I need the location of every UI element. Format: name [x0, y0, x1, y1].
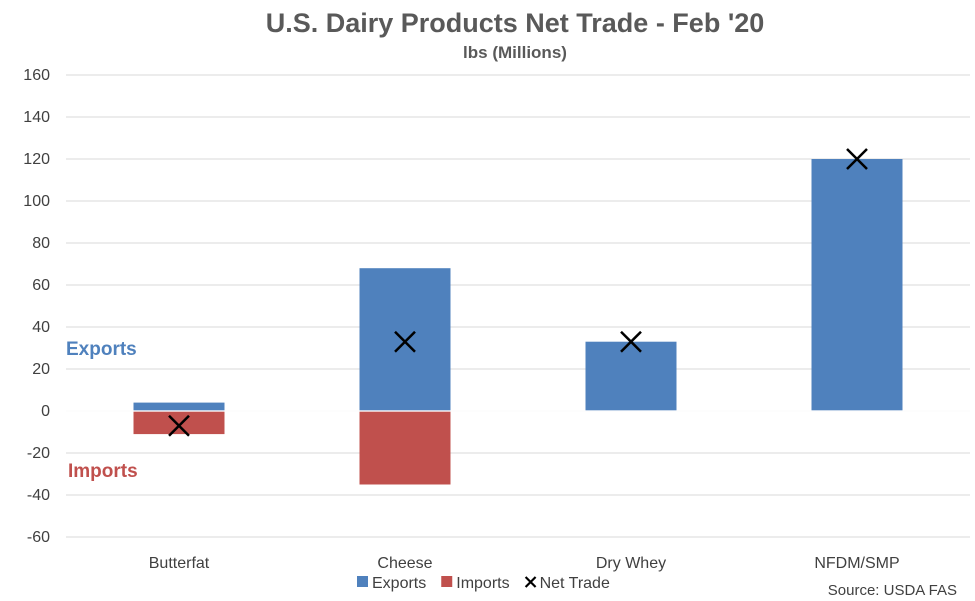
y-tick-label: 60: [32, 277, 50, 294]
y-tick-label: -60: [27, 529, 50, 546]
bar-exports: [133, 402, 225, 411]
y-tick-label: 20: [32, 361, 50, 378]
bar-imports: [133, 411, 225, 435]
bar-imports: [359, 411, 451, 485]
y-tick-label: 80: [32, 235, 50, 252]
y-tick-label: 140: [23, 109, 50, 126]
y-tick-label: 100: [23, 193, 50, 210]
legend-swatch: [441, 576, 453, 587]
x-category-label: NFDM/SMP: [814, 555, 899, 572]
y-tick-label: 120: [23, 151, 50, 168]
net-trade-markers: [168, 148, 868, 437]
bar-exports: [359, 268, 451, 411]
legend-swatch: [357, 576, 368, 587]
exports-annotation: Exports: [66, 339, 137, 360]
chart-subtitle: lbs (Millions): [463, 43, 567, 62]
x-axis: Butterfat Cheese Dry Whey NFDM/SMP: [149, 555, 900, 572]
legend: Exports Imports Net Trade: [357, 575, 610, 592]
net-trade-marker: [846, 148, 868, 170]
legend-label: Exports: [372, 575, 426, 592]
net-trade-marker: [168, 414, 190, 437]
x-category-label: Butterfat: [149, 555, 210, 572]
bar-exports: [585, 341, 677, 411]
net-trade-marker: [394, 330, 416, 353]
source-note: Source: USDA FAS: [828, 582, 957, 599]
y-tick-label: -40: [27, 487, 50, 504]
x-category-label: Dry Whey: [596, 555, 666, 572]
bar-exports: [811, 159, 903, 411]
net-trade-marker: [620, 330, 642, 353]
legend-label: Net Trade: [540, 575, 610, 592]
legend-marker-net-trade: [524, 576, 537, 588]
bars: [66, 159, 970, 485]
chart-title: U.S. Dairy Products Net Trade - Feb '20: [266, 8, 765, 38]
y-axis: -60 -40 -20 0 20 40 60 80 100 120 140 160: [23, 67, 50, 546]
x-category-label: Cheese: [377, 555, 432, 572]
y-tick-label: 40: [32, 319, 50, 336]
imports-annotation: Imports: [68, 461, 138, 482]
y-tick-label: 0: [41, 403, 50, 420]
y-tick-label: -20: [27, 445, 50, 462]
y-tick-label: 160: [23, 67, 50, 84]
legend-label: Imports: [456, 575, 509, 592]
